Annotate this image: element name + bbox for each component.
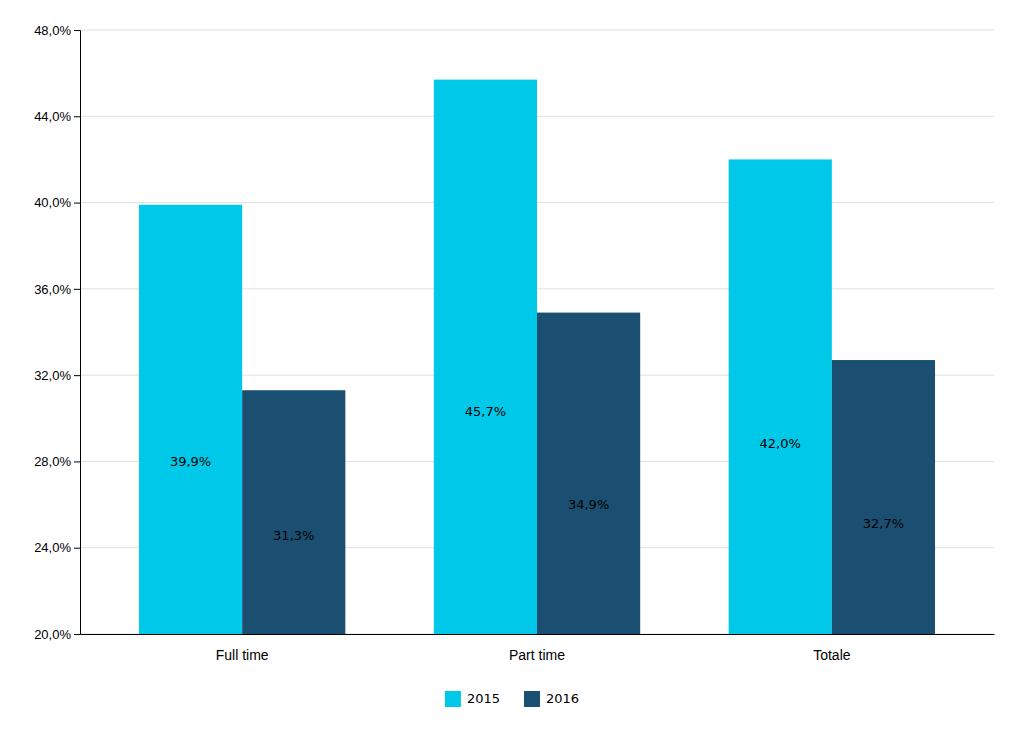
y-tick: 44,0% — [34, 109, 80, 124]
y-tick-label: 36,0% — [34, 282, 71, 297]
y-tick-mark — [74, 375, 80, 376]
chart: 20,0% 24,0% 28,0% 32,0% 36,0% 40,0% 44,0% 48,0%… — [0, 0, 1024, 734]
bar-series — [242, 313, 935, 634]
x-axis-line — [81, 634, 995, 635]
y-tick-label: 32,0% — [34, 368, 71, 383]
x-tick: Part time — [509, 647, 565, 663]
y-tick-mark — [74, 461, 80, 462]
y-tick: 20,0% — [34, 627, 80, 642]
y-tick-mark — [74, 548, 80, 549]
bar — [832, 360, 935, 634]
legend-item: 2016 — [524, 691, 579, 708]
x-tick-label: Totale — [813, 647, 851, 663]
x-axis: Full time Part time Totale — [81, 635, 995, 663]
legend-item: 2015 — [445, 691, 500, 708]
data-label: 32,7% — [863, 516, 904, 531]
y-tick-label: 20,0% — [34, 627, 71, 642]
y-axis-line — [74, 31, 81, 635]
data-label: 42,0% — [760, 436, 801, 451]
x-tick-label: Full time — [216, 647, 269, 663]
y-tick-label: 44,0% — [34, 109, 71, 124]
data-label: 39,9% — [170, 454, 211, 469]
bar — [729, 159, 832, 634]
x-tick: Totale — [813, 647, 851, 663]
y-tick-label: 28,0% — [34, 454, 71, 469]
x-tick: Full time — [216, 647, 269, 663]
y-tick-mark — [74, 634, 80, 635]
y-tick-mark — [74, 116, 80, 117]
legend-swatch — [524, 691, 540, 707]
y-tick-mark — [74, 203, 80, 204]
y-tick: 40,0% — [34, 195, 80, 210]
bar — [434, 80, 537, 634]
y-tick-mark — [74, 30, 80, 31]
y-tick: 24,0% — [34, 540, 80, 555]
y-tick: 28,0% — [34, 454, 80, 469]
legend-label: 2016 — [546, 691, 579, 706]
y-tick: 48,0% — [34, 23, 80, 38]
x-tick-label: Part time — [509, 647, 565, 663]
bar — [139, 205, 242, 634]
plot: 20,0% 24,0% 28,0% 32,0% 36,0% 40,0% 44,0% 48,0%… — [34, 23, 994, 663]
y-tick-mark — [74, 289, 80, 290]
bar-series — [139, 80, 832, 634]
grid — [80, 30, 994, 634]
y-tick: 36,0% — [34, 282, 80, 297]
bar — [537, 313, 640, 634]
legend-swatch — [445, 691, 461, 707]
y-tick-label: 40,0% — [34, 195, 71, 210]
data-label: 45,7% — [465, 404, 506, 419]
legend: 2015 2016 — [445, 691, 579, 708]
bars — [139, 80, 935, 634]
data-labels: 39,9% 45,7% 42,0% 31,3% 34,9% 32,7% — [170, 404, 904, 543]
grid-line — [80, 30, 994, 31]
y-tick-label: 24,0% — [34, 540, 71, 555]
y-tick-label: 48,0% — [34, 23, 71, 38]
data-label: 34,9% — [568, 497, 609, 512]
y-tick: 32,0% — [34, 368, 80, 383]
y-axis: 20,0% 24,0% 28,0% 32,0% 36,0% 40,0% 44,0% 48,0% — [34, 23, 80, 642]
data-label: 31,3% — [273, 528, 314, 543]
legend-label: 2015 — [467, 691, 500, 706]
bar — [242, 390, 345, 634]
